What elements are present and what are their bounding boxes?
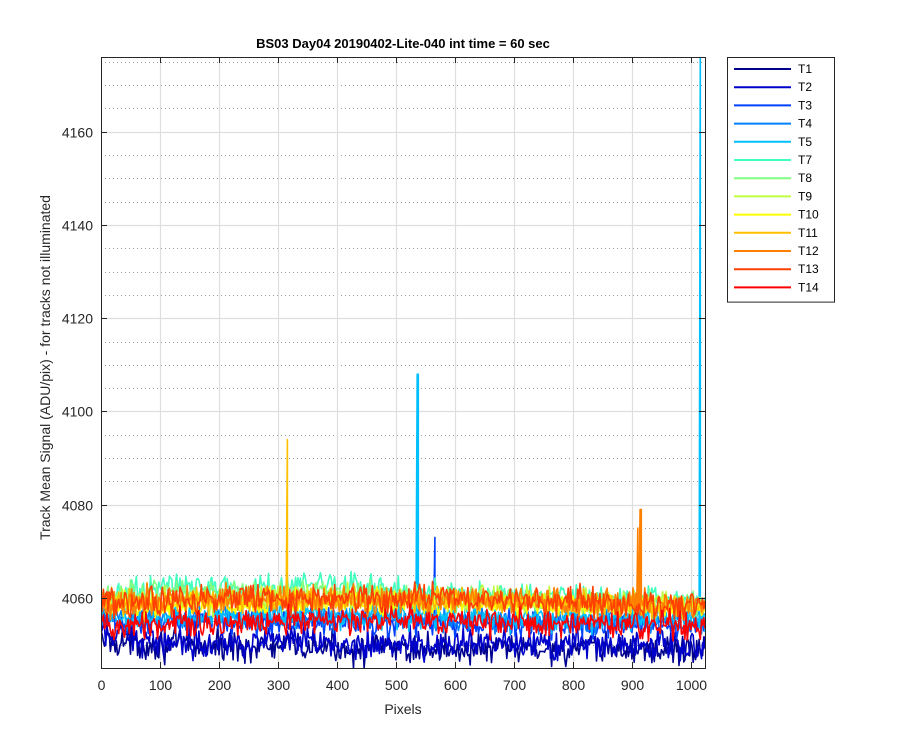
- legend-entry-label: T8: [798, 171, 812, 185]
- x-axis: 0 100 200 300 400 500 600 700 800 900 1000: [98, 57, 707, 693]
- legend-entry-label: T3: [798, 98, 812, 112]
- x-tick-label: 400: [326, 677, 350, 693]
- series-line-t14: [101, 603, 705, 642]
- x-tick-label: 500: [385, 677, 409, 693]
- legend-entry-label: T4: [798, 117, 812, 131]
- x-tick-label: 900: [621, 677, 645, 693]
- legend-entry-label: T10: [798, 208, 819, 222]
- legend-entry-label: T1: [798, 62, 812, 76]
- series-line-t13: [101, 580, 705, 622]
- y-tick-label: 4160: [62, 125, 93, 141]
- legend-entry-label: T14: [798, 280, 819, 294]
- x-tick-label: 600: [444, 677, 468, 693]
- legend: T1 T2 T3 T4 T5 T7 T8 T9 T10 T11 T12 T13 T14: [727, 57, 835, 303]
- legend-entry-label: T9: [798, 189, 812, 203]
- legend-entry-label: T5: [798, 135, 812, 149]
- x-tick-label: 1000: [676, 677, 707, 693]
- y-tick-label: 4080: [62, 498, 93, 514]
- x-tick-label: 700: [503, 677, 527, 693]
- legend-box: [727, 57, 835, 303]
- x-tick-label: 0: [98, 677, 106, 693]
- series-layer: [101, 57, 705, 668]
- legend-entry-label: T11: [798, 226, 818, 240]
- x-axis-label: Pixels: [384, 701, 421, 717]
- y-tick-label: 4100: [62, 404, 93, 420]
- series-line-t5: [101, 57, 705, 636]
- x-tick-label: 200: [208, 677, 232, 693]
- legend-entry-label: T2: [798, 80, 812, 94]
- x-tick-label: 100: [149, 677, 173, 693]
- y-tick-label: 4120: [62, 311, 93, 327]
- y-axis: 4060 4080 4100 4120 4140 4160: [62, 125, 705, 607]
- series-line-t2: [101, 619, 705, 663]
- y-tick-label: 4140: [62, 218, 93, 234]
- plot-area: [101, 57, 705, 668]
- legend-entry-label: T7: [798, 153, 812, 167]
- major-grid: [101, 57, 705, 668]
- y-axis-label: Track Mean Signal (ADU/pix) - for tracks…: [37, 195, 53, 540]
- legend-entry-label: T12: [798, 244, 819, 258]
- y-tick-label: 4060: [62, 591, 93, 607]
- plot-border: [101, 57, 706, 669]
- chart-title: BS03 Day04 20190402-Lite-040 int time = …: [256, 36, 550, 51]
- x-tick-label: 800: [562, 677, 586, 693]
- x-tick-label: 300: [267, 677, 291, 693]
- legend-entry-label: T13: [798, 262, 819, 276]
